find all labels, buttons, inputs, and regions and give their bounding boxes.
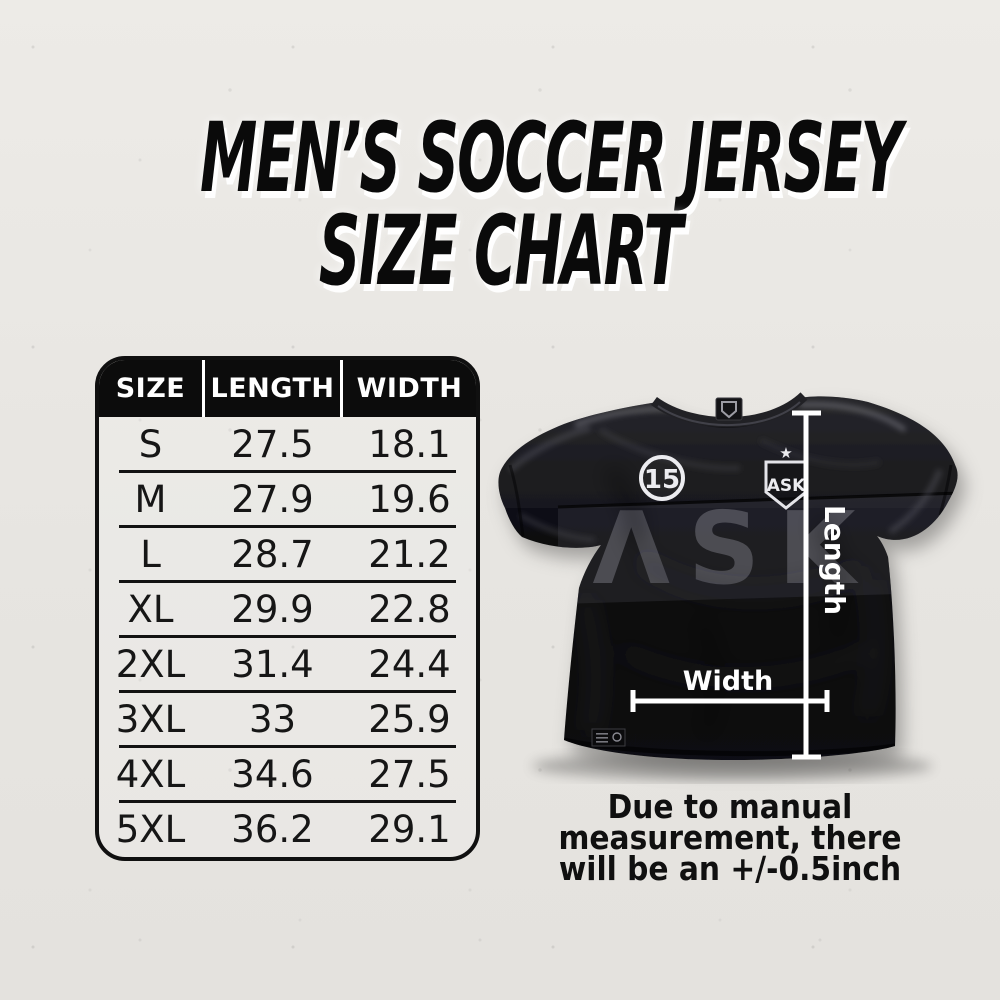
right-cuff-seam — [938, 464, 953, 516]
cell-width: 19.6 — [368, 478, 451, 521]
cell-length: 27.5 — [231, 423, 314, 466]
header-width: WIDTH — [356, 373, 463, 404]
collar-edge-highlight — [657, 401, 801, 427]
cell-size: M — [134, 478, 167, 521]
cell-length: 33 — [248, 698, 297, 741]
ask-crest: ★ ASK — [764, 444, 808, 510]
table-row: 3XL 33 25.9 — [99, 690, 476, 747]
measurement-note: Due to manual measurement, there will be… — [505, 787, 955, 888]
page-title: MEN’S SOCCER JERSEY SIZE CHART — [0, 102, 1000, 307]
table-row: L 28.7 21.2 — [99, 525, 476, 582]
left-cuff-seam — [508, 464, 525, 537]
cell-size: 2XL — [115, 643, 186, 686]
header-length: LENGTH — [202, 360, 343, 417]
table-row: M 27.9 19.6 — [99, 470, 476, 527]
note-line-1: Due to manual — [607, 787, 853, 826]
crest-text: ASK — [767, 476, 806, 496]
cell-size: S — [138, 423, 163, 466]
cell-width: 25.9 — [368, 698, 451, 741]
header-size: SIZE — [115, 373, 186, 404]
cell-width: 21.2 — [368, 533, 451, 576]
jersey-body — [498, 396, 958, 760]
cell-length: 28.7 — [231, 533, 314, 576]
cell-length: 31.4 — [231, 643, 314, 686]
size-table: SIZE LENGTH WIDTH S 27.5 18.1 M 27.9 19.… — [95, 356, 480, 861]
table-row: 2XL 31.4 24.4 — [99, 635, 476, 692]
note-line-2: measurement, there — [558, 818, 902, 857]
table-row: S 27.5 18.1 — [99, 417, 476, 472]
cell-size: 4XL — [115, 753, 186, 796]
table-row: 5XL 36.2 29.1 — [99, 800, 476, 857]
neck-label-crest-icon — [721, 401, 737, 419]
jersey-number: 15 — [644, 465, 680, 495]
size-table-header: SIZE LENGTH WIDTH — [99, 360, 476, 417]
cell-length: 36.2 — [231, 808, 314, 851]
note-line-3: will be an +/-0.5inch — [558, 849, 902, 888]
cell-length: 29.9 — [231, 588, 314, 631]
table-row: 4XL 34.6 27.5 — [99, 745, 476, 802]
cell-size: L — [140, 533, 161, 576]
crest-star-icon: ★ — [779, 444, 792, 462]
width-label: Width — [683, 666, 774, 697]
cell-width: 24.4 — [368, 643, 451, 686]
cell-width: 18.1 — [368, 423, 451, 466]
cell-size: 5XL — [115, 808, 186, 851]
cell-width: 22.8 — [368, 588, 451, 631]
page-title-line-1: MEN’S SOCCER JERSEY — [200, 102, 902, 214]
cell-size: 3XL — [115, 698, 186, 741]
cell-width: 27.5 — [368, 753, 451, 796]
neck-label — [715, 397, 743, 421]
cell-width: 29.1 — [368, 808, 451, 851]
care-label-logo-icon — [612, 732, 622, 742]
table-row: XL 29.9 22.8 — [99, 580, 476, 637]
size-table-body: S 27.5 18.1 M 27.9 19.6 L 28.7 21.2 XL 2… — [99, 417, 476, 857]
crest-shield-icon — [764, 460, 808, 510]
collar-band — [651, 392, 808, 428]
cell-length: 34.6 — [231, 753, 314, 796]
cell-length: 27.9 — [231, 478, 314, 521]
width-measure-line — [630, 690, 830, 712]
care-label — [591, 728, 626, 747]
jersey-number-badge: 15 — [639, 455, 685, 501]
cell-size: XL — [127, 588, 174, 631]
length-label: Length — [818, 505, 851, 615]
page-title-line-2: SIZE CHART — [318, 195, 683, 307]
jersey-ground-shadow — [532, 751, 932, 781]
